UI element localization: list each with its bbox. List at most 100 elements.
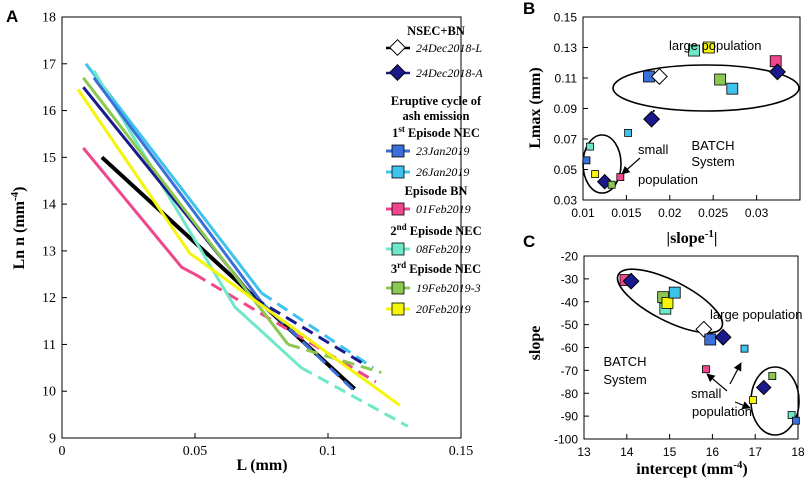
panel-b-x-tick-label: 0.01 bbox=[571, 206, 595, 220]
legend-label-24dec-a: 24Dec2018-A bbox=[416, 66, 483, 80]
panel-c-square-point bbox=[702, 365, 710, 374]
panel-c-plot-frame bbox=[583, 255, 799, 440]
panel-b-x-tick-label: 0.02 bbox=[658, 206, 682, 220]
panel-c-x-tick-label: 18 bbox=[791, 445, 805, 459]
panel-c-arrow-to-cluster bbox=[734, 401, 751, 410]
panel-b-small-population-arrow bbox=[621, 157, 641, 175]
panel-b-diamond-point bbox=[768, 63, 786, 81]
series-line-08feb2019 bbox=[92, 70, 303, 369]
panel-c-square-point bbox=[740, 344, 749, 353]
panel-b-square-point bbox=[714, 73, 727, 86]
panel-a-x-tick-label: 0.15 bbox=[449, 444, 474, 459]
panel-b-population-label: population bbox=[638, 172, 698, 187]
panel-c: C 13 14 15 16 17 18 -100 -90 -80 -70 -60 -50 -40 -30 -… bbox=[523, 232, 805, 478]
legend-heading-episode-bn: Episode BN bbox=[405, 184, 468, 198]
series-line-08feb2019-tail bbox=[300, 366, 409, 428]
panel-c-square-point bbox=[704, 333, 717, 346]
legend-heading-episode-1: 1st Episode NEC bbox=[392, 124, 480, 140]
panel-c-y-tick-label: -20 bbox=[561, 250, 579, 264]
panel-a-y-tick-label: 16 bbox=[42, 104, 56, 119]
panel-a-y-tick-label: 17 bbox=[42, 57, 56, 72]
legend-title-ash-emission: ash emission bbox=[402, 109, 469, 123]
panel-a-y-tick-label: 15 bbox=[42, 151, 56, 166]
panel-b-square-point bbox=[624, 128, 633, 137]
panel-c-small-label: small bbox=[691, 386, 721, 401]
panel-a-y-tick-label: 12 bbox=[42, 291, 56, 306]
panel-a-y-tick-label: 13 bbox=[42, 244, 56, 259]
legend-label-20feb: 20Feb2019 bbox=[416, 302, 471, 316]
panel-b-x-tick-label: 0.03 bbox=[745, 206, 769, 220]
series-line-23jan2019 bbox=[92, 76, 263, 304]
legend-square-26jan bbox=[391, 165, 405, 179]
panel-a-y-tick-label: 11 bbox=[43, 338, 56, 353]
panel-c-axis-ticks: 13 14 15 16 17 18 -100 -90 -80 -70 -60 -50 -40 -30 -20 bbox=[554, 250, 805, 460]
panel-c-y-tick-label: -30 bbox=[561, 272, 579, 286]
legend-heading-episode-3: 3rd Episode NEC bbox=[391, 260, 481, 276]
legend-diamond-24dec-l bbox=[389, 39, 406, 56]
panel-b-large-population-label: large population bbox=[669, 38, 762, 53]
panel-c-x-tick-label: 14 bbox=[620, 445, 634, 459]
panel-a-series-group bbox=[76, 62, 409, 428]
legend-label-26jan: 26Jan2019 bbox=[416, 165, 469, 179]
panel-a-y-tick-label: 18 bbox=[42, 11, 56, 26]
panel-b-small-label: small bbox=[638, 142, 668, 157]
series-line-01feb2019-tail bbox=[194, 273, 377, 384]
panel-c-x-axis-label: intercept (mm-4) bbox=[636, 459, 748, 478]
series-line-26jan2019-tail bbox=[260, 291, 375, 370]
panel-c-points bbox=[619, 272, 800, 425]
panel-a: A 0 0.05 0.1 0.15 9 10 11 12 13 14 15 16 17 18 L (mm)… bbox=[6, 7, 483, 474]
series-line-01feb2019 bbox=[82, 147, 196, 276]
panel-c-x-tick-label: 15 bbox=[663, 445, 677, 459]
panel-a-y-tick-label: 10 bbox=[42, 385, 56, 400]
panel-a-y-axis-label: Ln n (mm-4) bbox=[9, 187, 28, 270]
legend-label-01feb: 01Feb2019 bbox=[416, 202, 471, 216]
panel-c-diamond-point bbox=[755, 379, 772, 396]
panel-a-x-tick-label: 0.1 bbox=[319, 444, 337, 459]
panel-a-x-tick-label: 0.05 bbox=[183, 444, 208, 459]
panel-c-population-label: population bbox=[692, 404, 752, 419]
panel-c-y-tick-label: -60 bbox=[561, 341, 579, 355]
panel-c-arrow-to-pink bbox=[706, 373, 728, 392]
panel-b-points bbox=[582, 41, 786, 190]
panel-c-batch-label: BATCH bbox=[603, 354, 646, 369]
legend-square-23jan bbox=[391, 144, 405, 158]
panel-a-legend: NSEC+BN 24Dec2018-L 24Dec2018-A Eruptive… bbox=[386, 24, 483, 316]
legend-square-20feb bbox=[391, 302, 405, 316]
panel-b-square-point bbox=[586, 142, 594, 151]
panel-b-x-tick-label: 0.015 bbox=[611, 206, 641, 220]
series-line-19feb2019-3 bbox=[82, 76, 290, 346]
legend-label-23jan: 23Jan2019 bbox=[416, 144, 469, 158]
panel-c-x-tick-label: 16 bbox=[706, 445, 720, 459]
panel-b-x-axis-label: |slope-1| bbox=[667, 228, 718, 247]
panel-b-square-point bbox=[702, 41, 715, 54]
panel-b-y-tick-label: 0.13 bbox=[554, 41, 578, 55]
panel-b-system-label: System bbox=[691, 154, 734, 169]
panel-c-y-tick-label: -100 bbox=[554, 433, 578, 447]
series-line-20feb2019 bbox=[76, 88, 401, 407]
panel-b-axis-ticks: 0.01 0.015 0.02 0.025 0.03 0.03 0.05 0.07 0.09 0.… bbox=[554, 11, 769, 221]
panel-b-batch-label: BATCH bbox=[691, 138, 734, 153]
panel-b-diamond-point bbox=[650, 67, 668, 85]
panel-b-y-tick-label: 0.11 bbox=[555, 72, 578, 86]
panel-a-plot-frame bbox=[61, 16, 462, 439]
panel-a-x-axis-label: L (mm) bbox=[236, 457, 287, 474]
panel-c-y-tick-label: -40 bbox=[561, 295, 579, 309]
panel-c-system-label: System bbox=[603, 372, 646, 387]
panel-b-y-tick-label: 0.03 bbox=[554, 194, 578, 208]
panel-a-x-tick-label: 0 bbox=[59, 444, 66, 459]
legend-square-08feb bbox=[391, 242, 405, 256]
legend-label-08feb: 08Feb2019 bbox=[416, 242, 471, 256]
panel-a-letter: A bbox=[6, 7, 18, 26]
panel-c-x-tick-label: 17 bbox=[749, 445, 763, 459]
panel-b-y-tick-label: 0.09 bbox=[554, 102, 578, 116]
panel-b-square-point bbox=[582, 156, 591, 165]
panel-c-letter: C bbox=[523, 232, 535, 251]
panel-c-square-point bbox=[668, 286, 681, 299]
panel-b-square-point bbox=[769, 55, 782, 68]
legend-label-24dec-l: 24Dec2018-L bbox=[416, 41, 482, 55]
legend-title-eruptive-cycle: Eruptive cycle of bbox=[391, 94, 482, 108]
panel-b-y-tick-label: 0.15 bbox=[554, 11, 578, 25]
panel-c-x-tick-label: 13 bbox=[577, 445, 591, 459]
panel-c-y-tick-label: -90 bbox=[561, 410, 579, 424]
